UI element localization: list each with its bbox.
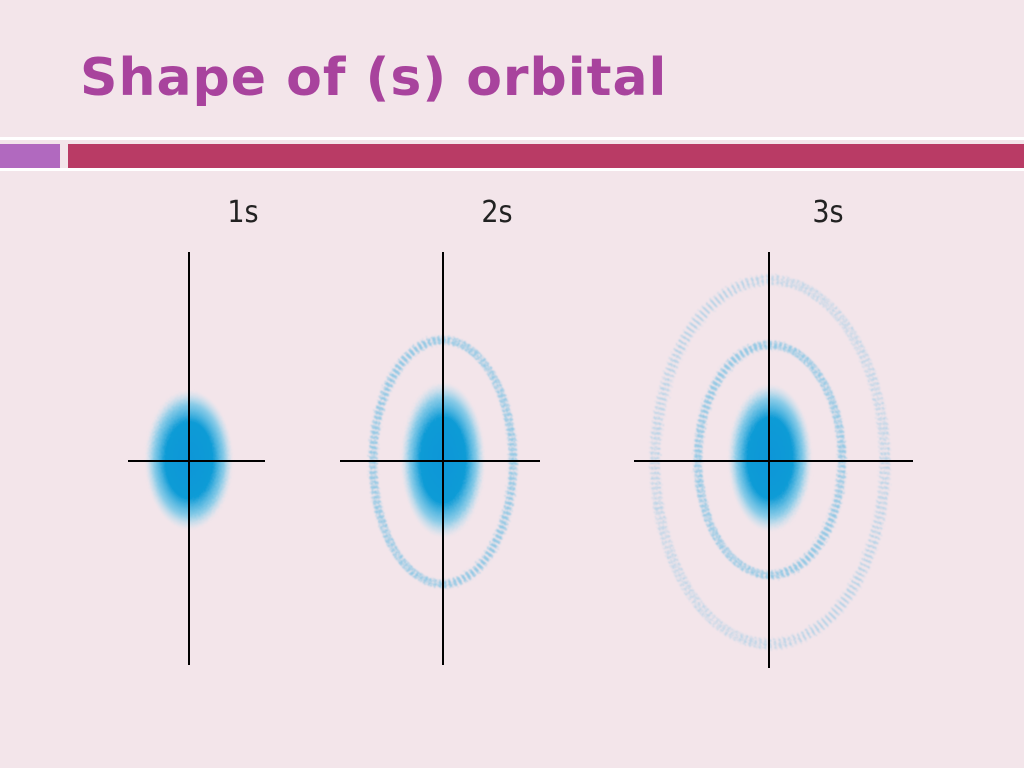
accent-block bbox=[0, 144, 60, 168]
orbital-label: 1s bbox=[227, 195, 258, 230]
orbital-label: 2s bbox=[481, 195, 512, 230]
divider-line bbox=[0, 137, 1024, 140]
orbital-label: 3s bbox=[812, 195, 843, 230]
accent-bar bbox=[68, 144, 1024, 168]
axes bbox=[128, 252, 913, 668]
slide-title: Shape of (s) orbital bbox=[80, 48, 668, 108]
divider-line bbox=[0, 168, 1024, 171]
